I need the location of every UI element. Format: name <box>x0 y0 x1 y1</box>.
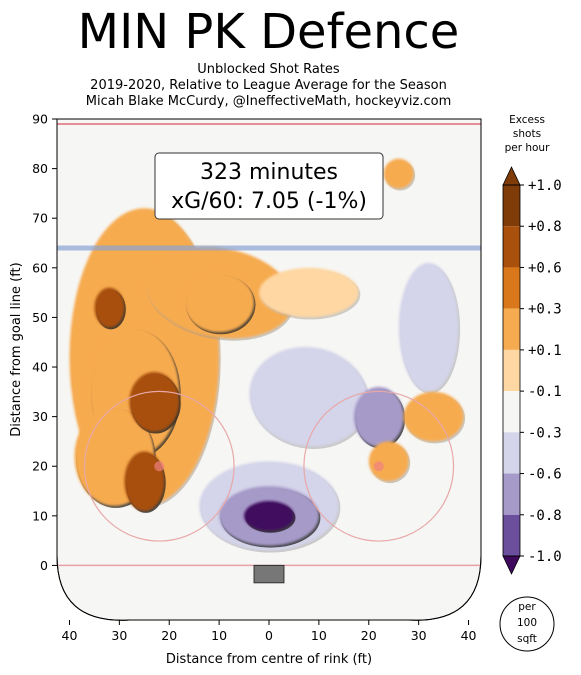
colorbar-band-2 <box>503 267 520 309</box>
heat-region-2 <box>259 267 361 320</box>
colorbar-label-5: -0.1 <box>528 384 562 400</box>
y-tick-label-1: 10 <box>32 508 48 523</box>
xg-label: xG/60: 7.05 (-1%) <box>171 189 367 214</box>
faceoff-dot-1 <box>373 461 384 472</box>
colorbar-label-6: -0.3 <box>528 425 562 441</box>
x-tick-label-8: 40 <box>461 628 477 643</box>
colorbar-title-3: per hour <box>505 142 551 154</box>
x-tick-label-3: 10 <box>211 628 227 643</box>
x-tick-label-4: 0 <box>265 628 273 643</box>
y-tick-label-9: 90 <box>32 112 48 127</box>
colorbar-label-8: -0.8 <box>528 508 562 524</box>
x-tick-label-1: 30 <box>111 628 127 643</box>
y-axis-label: Distance from goal line (ft) <box>9 262 24 436</box>
y-tick-label-6: 60 <box>32 260 48 275</box>
x-axis: 40 30 20 10 0 10 20 30 40 <box>62 620 477 643</box>
heat-region-7 <box>184 272 256 335</box>
colorbar-band-3 <box>503 308 520 350</box>
colorbar-frame <box>502 184 521 557</box>
x-tick-label-6: 20 <box>361 628 377 643</box>
heat-region-13 <box>94 287 126 330</box>
y-tick-label-7: 70 <box>32 211 48 226</box>
colorbar-band-0 <box>503 185 520 227</box>
colorbar-label-1: +0.8 <box>528 219 562 235</box>
colorbar-label-7: -0.6 <box>528 467 562 483</box>
unit-line-2: 100 <box>517 617 537 629</box>
colorbar: Excess shots per hour +1.0 +0.8 +0.6 +0.3 +0… <box>502 114 562 575</box>
colorbar-label-9: -1.0 <box>528 549 562 565</box>
colorbar-band-8 <box>503 514 520 556</box>
colorbar-title-1: Excess <box>509 114 545 126</box>
colorbar-band-5 <box>503 391 520 433</box>
colorbar-min-arrow <box>502 555 521 575</box>
unit-badge: per 100 sqft <box>499 596 555 652</box>
chart-title: MIN PK Defence <box>77 4 460 60</box>
colorbar-label-4: +0.1 <box>528 343 562 359</box>
goal-net <box>253 564 285 584</box>
y-tick-label-2: 20 <box>32 459 48 474</box>
unit-line-1: per <box>518 601 536 613</box>
colorbar-band-1 <box>503 226 520 268</box>
colorbar-title-2: shots <box>513 128 541 140</box>
heat-region-17 <box>383 158 416 191</box>
subtitle-line-1: Unblocked Shot Rates <box>197 62 340 77</box>
heat-region-11 <box>129 371 181 434</box>
heatmap-regions <box>69 158 466 553</box>
faceoff-dot-0 <box>154 461 165 472</box>
faceoff-circles <box>83 390 455 542</box>
y-axis: 0 10 20 30 40 50 60 70 80 90 <box>32 112 57 573</box>
x-tick-label-7: 30 <box>411 628 427 643</box>
heat-region-10 <box>353 386 406 449</box>
x-tick-label-2: 20 <box>161 628 177 643</box>
y-tick-label-3: 30 <box>32 409 48 424</box>
y-tick-label-8: 80 <box>32 161 48 176</box>
colorbar-max-arrow <box>502 166 521 186</box>
subtitle-line-3: Micah Blake McCurdy, @IneffectiveMath, h… <box>85 94 452 109</box>
heat-region-15 <box>403 391 466 444</box>
x-tick-label-0: 40 <box>62 628 78 643</box>
unit-line-3: sqft <box>517 633 537 645</box>
colorbar-label-3: +0.3 <box>528 302 562 318</box>
colorbar-band-7 <box>503 473 520 515</box>
x-axis-label: Distance from centre of rink (ft) <box>166 652 372 667</box>
colorbar-band-6 <box>503 432 520 474</box>
colorbar-label-0: +1.0 <box>528 178 562 194</box>
faceoff-circle-0 <box>83 390 235 542</box>
x-tick-label-5: 10 <box>311 628 327 643</box>
colorbar-band-4 <box>503 349 520 392</box>
heat-region-14 <box>244 500 296 533</box>
y-tick-label-0: 0 <box>40 558 48 573</box>
heat-region-4 <box>398 262 461 394</box>
heat-region-3 <box>249 346 370 449</box>
colorbar-label-2: +0.6 <box>528 260 562 276</box>
y-tick-label-4: 40 <box>32 360 48 375</box>
subtitle-line-2: 2019-2020, Relative to League Average fo… <box>90 78 447 93</box>
y-tick-label-5: 50 <box>32 310 48 325</box>
rink-border <box>56 118 482 621</box>
summary-annotation: 323 minutes xG/60: 7.05 (-1%) <box>154 152 384 220</box>
faceoff-circle-1 <box>303 390 455 542</box>
minutes-label: 323 minutes <box>200 160 338 185</box>
